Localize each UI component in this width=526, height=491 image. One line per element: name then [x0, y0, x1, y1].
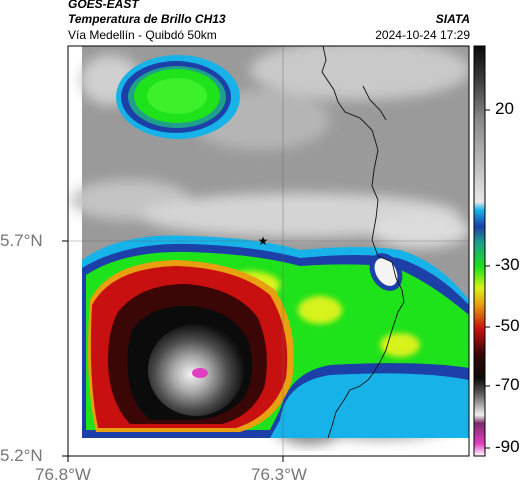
- colorbar-tick-minus70: -70: [495, 375, 520, 394]
- plot-frame: [67, 45, 470, 457]
- x-tick-76-3W: 76.3°W: [251, 465, 307, 484]
- source-label: SIATA: [435, 12, 470, 26]
- colorbar-tick-minus50: -50: [495, 316, 520, 335]
- x-tick-76-8W: 76.8°W: [35, 465, 91, 484]
- colorbar-tick-20: 20: [495, 99, 514, 118]
- star-marker: ★: [258, 234, 269, 248]
- y-tick-5-7N: 5.7°N: [0, 231, 43, 250]
- product-title: Temperatura de Brillo CH13: [68, 12, 226, 26]
- y-tick-5-2N: 5.2°N: [0, 446, 43, 465]
- datetime-label: 2024-10-24 17:29: [375, 28, 470, 42]
- coldest-core: [192, 368, 208, 378]
- colorbar: [473, 45, 490, 457]
- cloud-imagery: [68, 46, 469, 456]
- axis-ticks: [62, 240, 284, 462]
- large-convective-system: [82, 235, 469, 438]
- satellite-name: GOES-EAST: [68, 0, 139, 11]
- colorbar-tick-minus30: -30: [495, 255, 520, 274]
- route-label: Vía Medellín - Quibdó 50km: [68, 28, 217, 42]
- small-convective-cell: [116, 55, 240, 139]
- coastline: [321, 46, 405, 439]
- colorbar-tick-minus90: -90: [495, 437, 520, 456]
